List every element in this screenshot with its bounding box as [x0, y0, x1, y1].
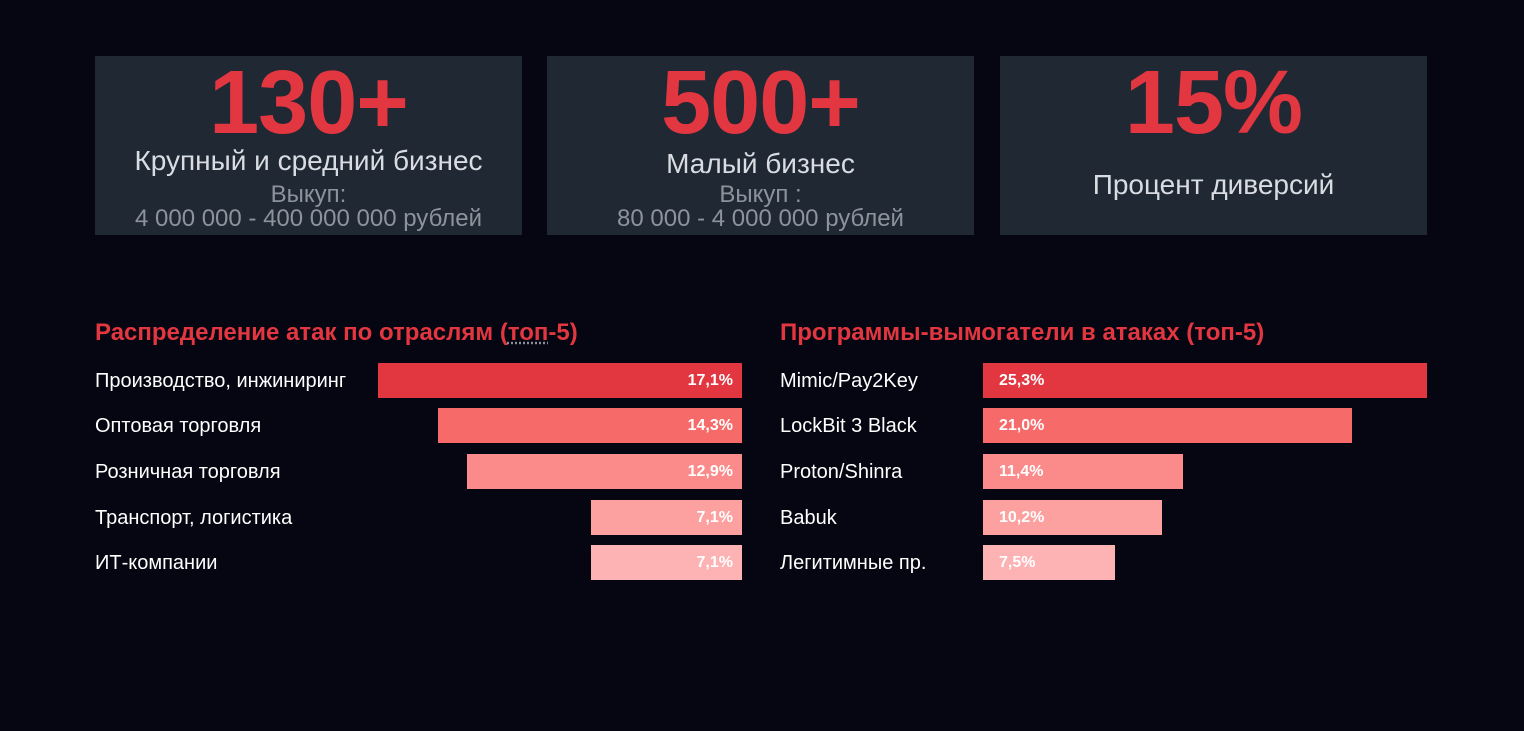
bar-category-label: ИТ-компании: [95, 552, 218, 574]
bar: 17,1%: [378, 363, 742, 398]
stat-ransom-range: 80 000 - 4 000 000 рублей: [617, 205, 904, 232]
stat-ransom-range: 4 000 000 - 400 000 000 рублей: [134, 205, 482, 232]
bar: 10,2%: [983, 500, 1162, 535]
bar-category-label: Производство, инжиниринг: [95, 370, 347, 392]
bar-value-label: 7,1%: [696, 554, 733, 571]
bar-value-label: 12,9%: [687, 463, 733, 480]
bar-value-label: 21,0%: [999, 417, 1045, 434]
bar-value-label: 7,5%: [999, 554, 1036, 571]
bar: 12,9%: [467, 454, 742, 489]
bar-value-label: 7,1%: [696, 509, 733, 526]
stat-label: Процент диверсий: [1092, 169, 1335, 200]
bar-category-label: Оптовая торговля: [95, 415, 262, 437]
stat-card-sabotage: 15% Процент диверсий: [1000, 56, 1427, 235]
bar-category-label: Proton/Shinra: [780, 461, 903, 483]
bar: 21,0%: [983, 408, 1352, 443]
stat-value: 130+: [209, 53, 409, 153]
bar: 14,3%: [438, 408, 742, 443]
stat-value: 500+: [661, 53, 861, 153]
bar-category-label: Розничная торговля: [95, 461, 281, 483]
stat-value: 15%: [1124, 53, 1303, 153]
bar: 7,1%: [591, 500, 742, 535]
bar: 7,1%: [591, 545, 742, 580]
industry-chart-title-main: Распределение атак по отраслям (: [95, 319, 508, 346]
industry-chart-title-underlined: топ: [507, 319, 549, 346]
bar-category-label: Babuk: [780, 507, 837, 529]
bar-value-label: 17,1%: [687, 372, 733, 389]
bar-category-label: Mimic/Pay2Key: [780, 370, 918, 392]
industry-chart-title: Распределение атак по отраслям (топ-5): [95, 318, 578, 348]
industry-chart-title-tail: -5): [548, 319, 578, 346]
bar-value-label: 10,2%: [999, 509, 1045, 526]
bar-value-label: 25,3%: [999, 372, 1045, 389]
stat-ransom-caption: Выкуп :: [719, 181, 802, 208]
stat-ransom-caption: Выкуп:: [270, 181, 347, 208]
bar-category-label: Легитимные пр.: [780, 552, 927, 574]
bar: 25,3%: [983, 363, 1427, 398]
stat-label: Крупный и средний бизнес: [134, 145, 483, 176]
stat-label: Малый бизнес: [666, 148, 855, 179]
bar: 7,5%: [983, 545, 1115, 580]
bar-category-label: Транспорт, логистика: [95, 507, 293, 529]
bar-category-label: LockBit 3 Black: [780, 415, 917, 437]
stat-card-large-business: 130+ Крупный и средний бизнес Выкуп: 4 0…: [95, 56, 522, 235]
bar-value-label: 14,3%: [687, 417, 733, 434]
bar: 11,4%: [983, 454, 1183, 489]
bar-value-label: 11,4%: [999, 463, 1044, 480]
stat-card-small-business: 500+ Малый бизнес Выкуп : 80 000 - 4 000…: [547, 56, 974, 235]
ransomware-chart-title: Программы-вымогатели в атаках (топ-5): [780, 319, 1265, 346]
